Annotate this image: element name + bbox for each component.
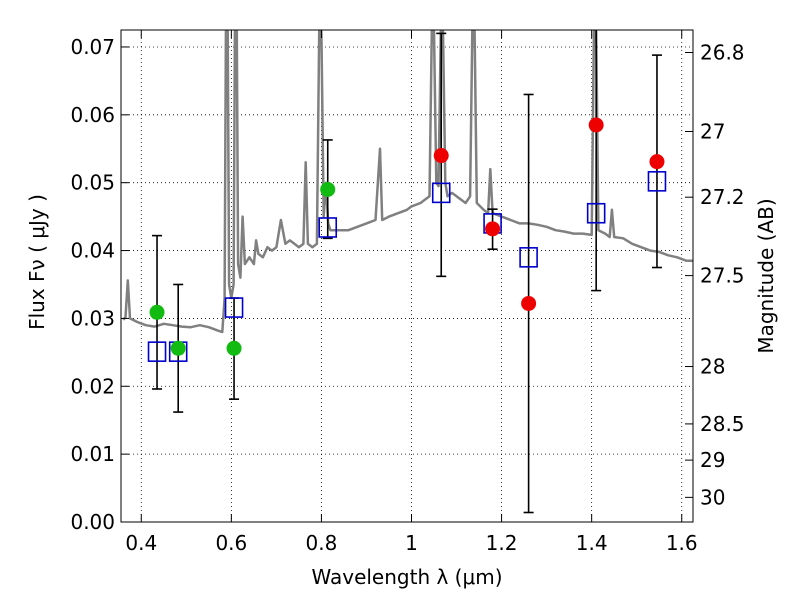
right-tick-label: 27.5 bbox=[700, 264, 745, 288]
right-tick-label: 27 bbox=[700, 119, 725, 143]
y-tick-label: 0.06 bbox=[70, 103, 115, 127]
plot-frame bbox=[120, 29, 694, 523]
green-data-point bbox=[226, 340, 242, 356]
model-photometry-square bbox=[647, 171, 667, 192]
y-tick-label: 0.01 bbox=[70, 442, 115, 466]
red-data-point bbox=[485, 221, 501, 237]
x-tick-label: 1.6 bbox=[666, 531, 698, 555]
x-tick-label: 0.6 bbox=[215, 531, 247, 555]
grid bbox=[121, 30, 693, 523]
model-photometry-square bbox=[586, 202, 606, 224]
y-tick-label: 0.03 bbox=[70, 306, 115, 330]
y-tick-label: 0.05 bbox=[70, 171, 115, 195]
right-axis-label: Magnitude (AB) bbox=[754, 198, 778, 353]
right-tick-label: 29 bbox=[700, 448, 725, 472]
right-tick-label: 28 bbox=[700, 355, 725, 379]
red-data-point bbox=[433, 148, 449, 164]
x-tick-label: 0.8 bbox=[306, 531, 338, 555]
axes: 0.4 0.6 0.8 1 1.2 1.4 1.6 0.00 0.01 0.02 0.03 0.04 0… bbox=[70, 30, 745, 555]
right-tick-label: 26.8 bbox=[700, 41, 745, 65]
x-tick-label: 0.4 bbox=[125, 531, 157, 555]
model-photometry-square bbox=[224, 297, 244, 318]
model-photometry-square bbox=[147, 341, 167, 362]
model-photometry-square bbox=[431, 182, 451, 204]
right-tick-label: 27.2 bbox=[700, 185, 745, 209]
right-tick-label: 28.5 bbox=[700, 412, 745, 436]
x-axis-label: Wavelength λ (μm) bbox=[311, 565, 502, 589]
plot-area bbox=[122, 30, 693, 514]
model-spectrum-line bbox=[122, 30, 693, 334]
red-data-point bbox=[521, 295, 537, 311]
x-tick-label: 1 bbox=[405, 531, 418, 555]
y-axis-label: Flux Fν ( μJy ) bbox=[25, 194, 49, 330]
green-data-point bbox=[170, 340, 186, 356]
model-photometry-square bbox=[318, 217, 338, 238]
x-tick-label: 1.4 bbox=[576, 531, 608, 555]
green-data-point bbox=[149, 304, 165, 320]
y-tick-label: 0.02 bbox=[70, 374, 115, 398]
x-tick-label: 1.2 bbox=[486, 531, 518, 555]
right-tick-label: 30 bbox=[700, 485, 725, 509]
y-tick-label: 0.07 bbox=[70, 35, 115, 59]
y-tick-label: 0.04 bbox=[70, 239, 115, 263]
red-data-point bbox=[588, 117, 604, 133]
green-data-point bbox=[320, 181, 336, 197]
red-data-point bbox=[649, 154, 665, 170]
y-tick-label: 0.00 bbox=[70, 510, 115, 534]
model-photometry-square bbox=[519, 247, 538, 268]
